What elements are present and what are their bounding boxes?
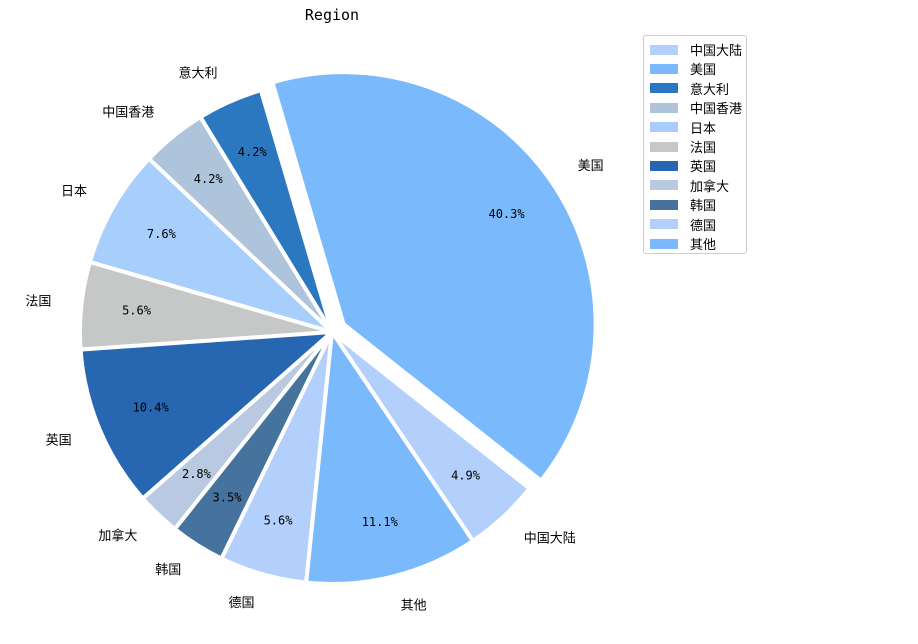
slice-percent-label: 3.5% xyxy=(213,491,243,505)
legend-label: 韩国 xyxy=(690,199,717,215)
slice-percent-label: 5.6% xyxy=(264,514,294,528)
slice-category-label: 其他 xyxy=(401,598,427,613)
pie-slice xyxy=(78,330,334,501)
legend-swatch xyxy=(650,44,678,55)
slice-category-label: 日本 xyxy=(61,184,87,199)
legend-item: 中国香港 xyxy=(650,98,742,117)
slice-category-label: 意大利 xyxy=(178,66,217,82)
legend-swatch xyxy=(650,199,678,210)
legend-label: 德国 xyxy=(690,218,717,234)
legend-item: 美国 xyxy=(650,59,716,78)
legend-swatch xyxy=(650,102,678,113)
slice-category-label: 韩国 xyxy=(155,563,181,578)
legend-item: 韩国 xyxy=(650,195,716,214)
legend-swatch xyxy=(650,83,678,94)
slice-percent-label: 7.6% xyxy=(147,227,177,241)
legend-swatch xyxy=(650,63,678,74)
legend-item: 日本 xyxy=(650,118,716,137)
legend-swatch xyxy=(650,180,678,191)
chart-title: Region xyxy=(304,6,360,24)
legend-label: 法国 xyxy=(690,141,717,156)
legend-label: 加拿大 xyxy=(690,179,730,195)
slice-percent-label: 10.4% xyxy=(133,400,170,414)
legend-label: 日本 xyxy=(690,121,717,137)
slice-category-label: 中国香港 xyxy=(102,105,154,120)
pie-slice xyxy=(270,70,598,483)
pie-slice xyxy=(87,156,334,334)
slice-percent-label: 11.1% xyxy=(362,515,399,529)
legend-item: 加拿大 xyxy=(650,176,729,195)
legend-swatch xyxy=(650,160,678,171)
pie-slice xyxy=(304,330,475,586)
legend-item: 意大利 xyxy=(650,79,729,98)
legend-label: 中国香港 xyxy=(690,102,743,118)
legend-item: 其他 xyxy=(650,234,716,253)
legend-swatch xyxy=(650,141,678,152)
slice-percent-label: 4.2% xyxy=(194,172,224,186)
legend-swatch xyxy=(650,122,678,133)
legend-swatch xyxy=(650,219,678,230)
slice-category-label: 法国 xyxy=(25,295,51,310)
legend-label: 中国大陆 xyxy=(690,44,743,59)
slice-category-label: 中国大陆 xyxy=(524,531,576,547)
slice-category-label: 德国 xyxy=(228,596,254,611)
slice-category-label: 加拿大 xyxy=(98,528,137,544)
legend-item: 德国 xyxy=(650,215,716,234)
slice-percent-label: 40.3% xyxy=(488,207,525,221)
slice-percent-label: 4.2% xyxy=(238,145,268,159)
legend-label: 美国 xyxy=(690,63,717,79)
slice-category-label: 英国 xyxy=(46,433,72,448)
slice-percent-label: 4.9% xyxy=(451,469,481,483)
legend-swatch xyxy=(650,238,678,249)
legend-label: 英国 xyxy=(690,160,717,176)
legend: 中国大陆美国意大利中国香港日本法国英国加拿大韩国德国其他 xyxy=(643,35,747,254)
legend-label: 意大利 xyxy=(690,82,730,98)
slice-percent-label: 5.6% xyxy=(122,304,152,318)
legend-item: 英国 xyxy=(650,156,716,175)
legend-item: 法国 xyxy=(650,137,716,156)
slice-category-label: 美国 xyxy=(578,159,604,174)
slice-percent-label: 2.8% xyxy=(182,467,212,481)
legend-item: 中国大陆 xyxy=(650,40,742,59)
legend-label: 其他 xyxy=(690,238,717,253)
